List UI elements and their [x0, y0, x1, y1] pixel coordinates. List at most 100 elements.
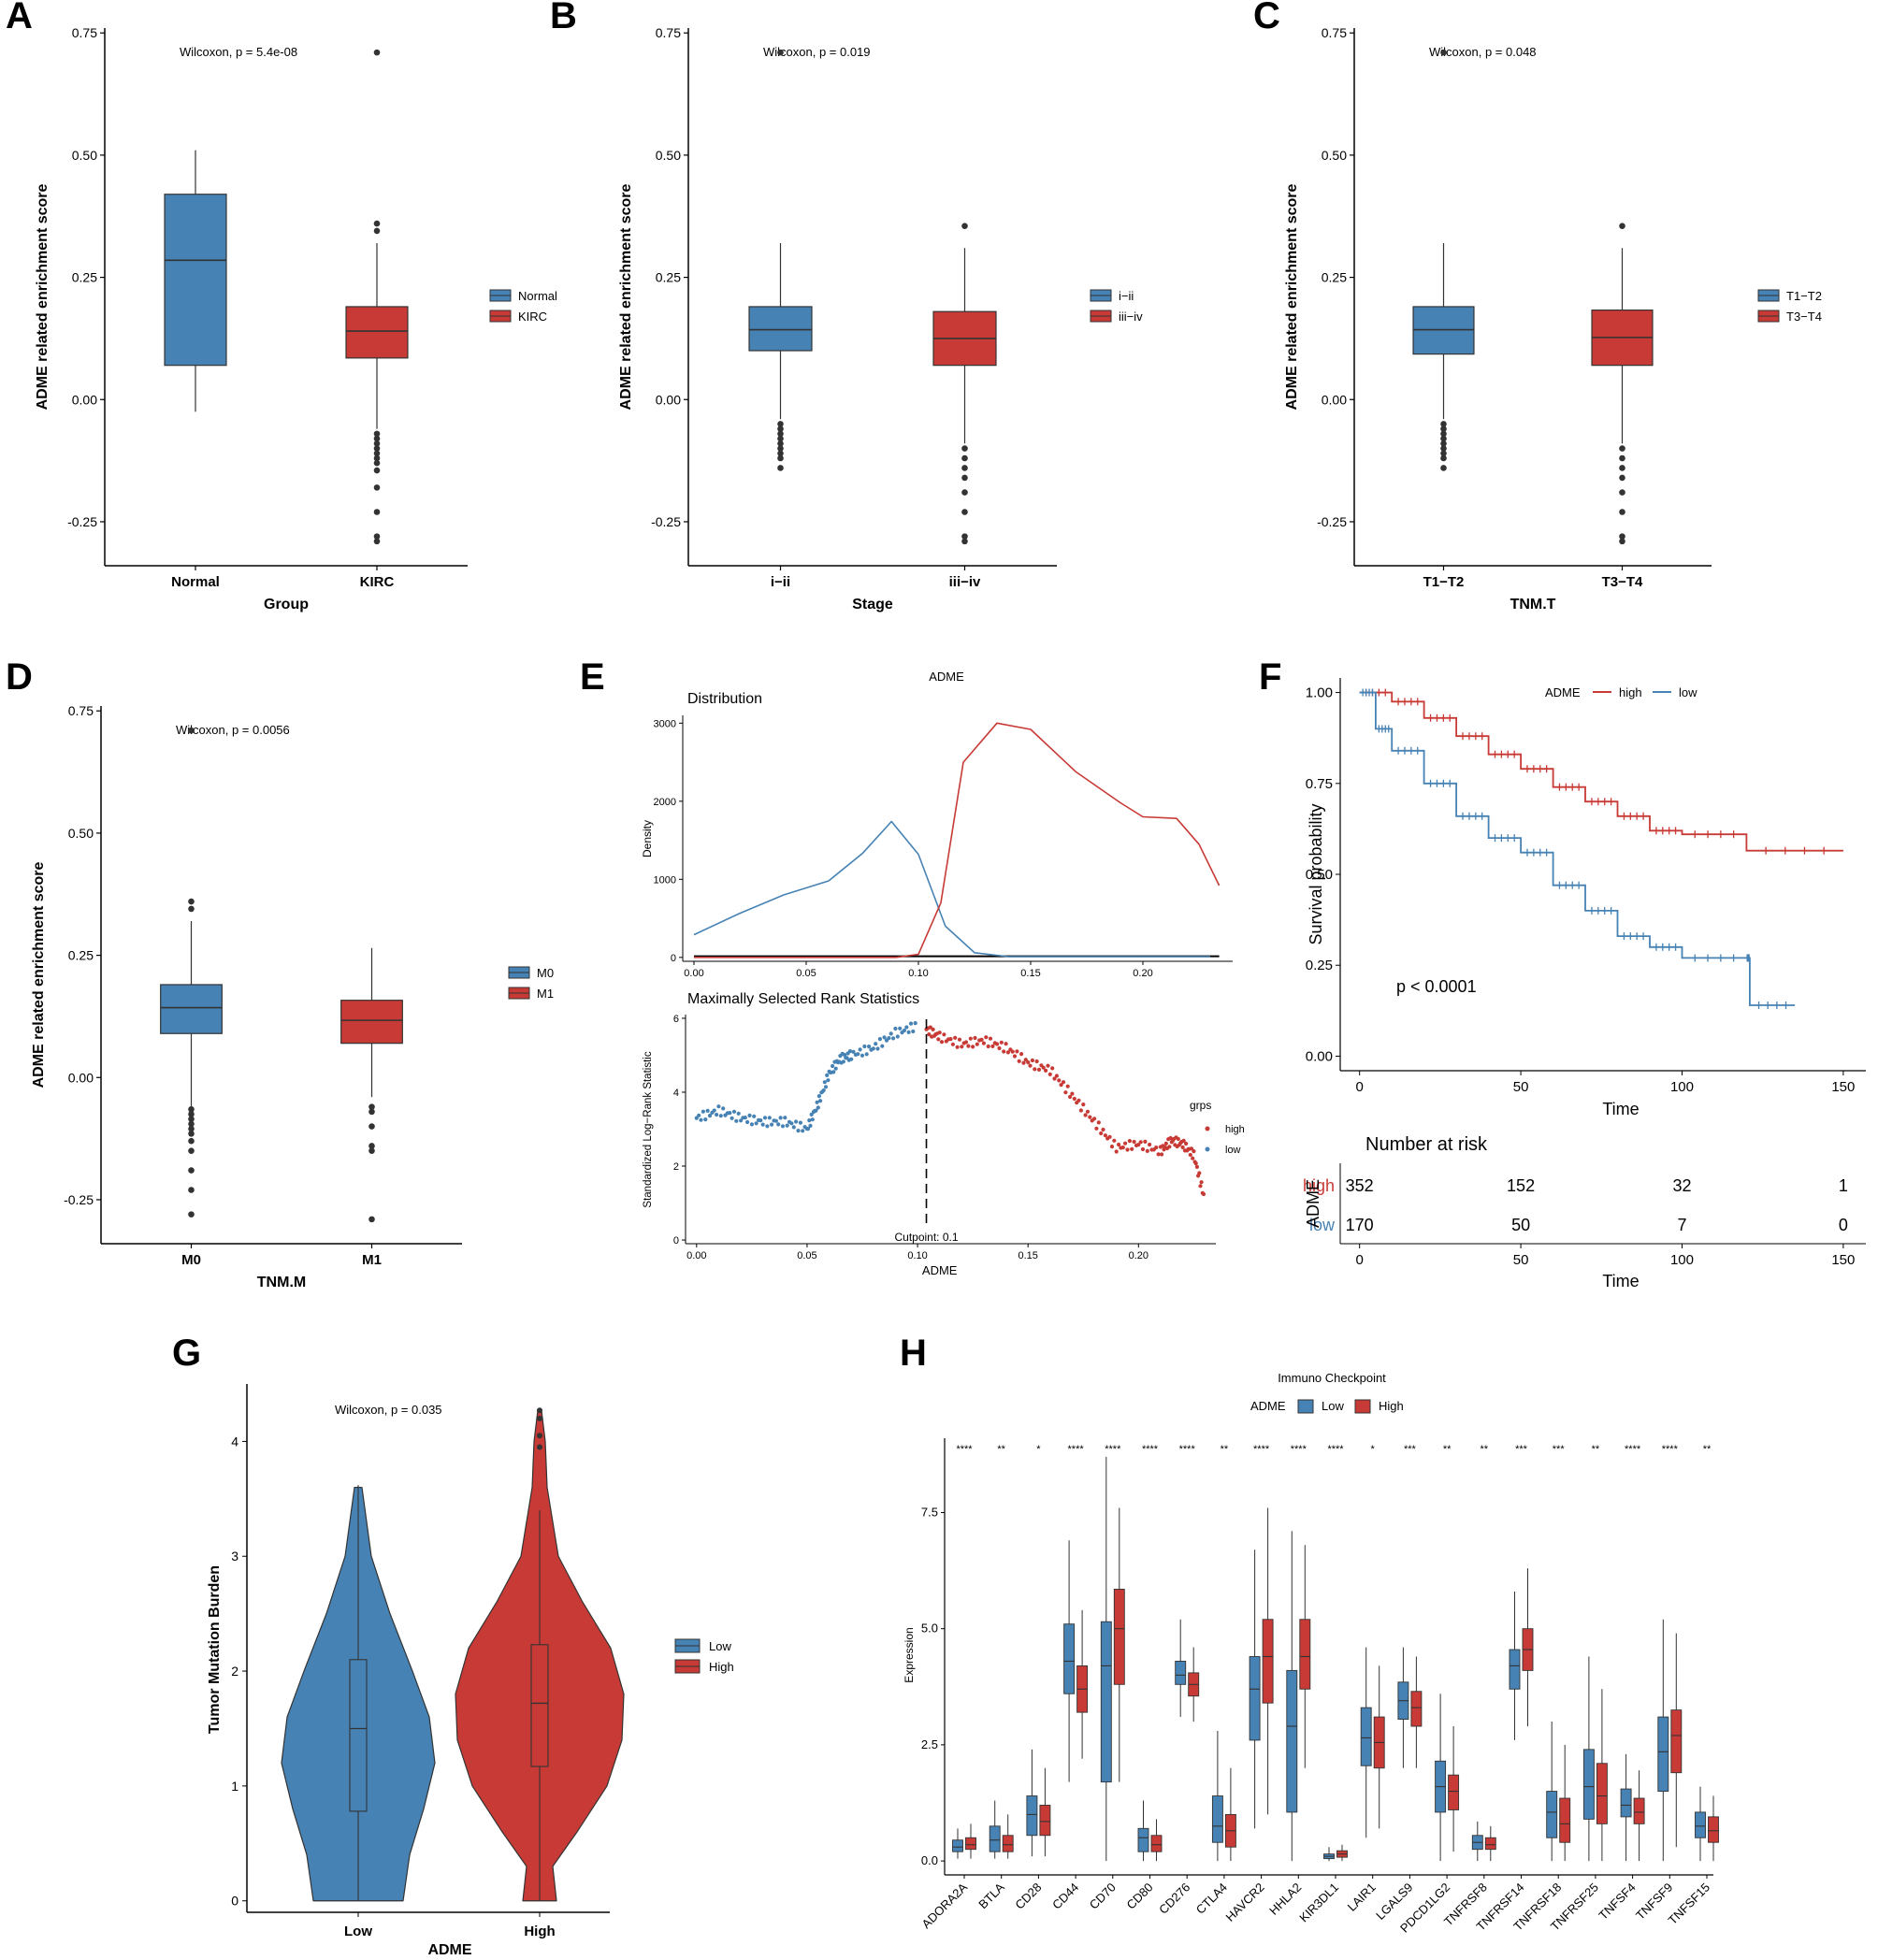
y-tick-label: 2	[673, 1161, 679, 1173]
rank-point-low	[823, 1085, 829, 1089]
rank-point-low	[906, 1030, 911, 1034]
x-tick-label: 0.20	[1133, 968, 1152, 979]
rank-point-low	[718, 1114, 723, 1118]
rank-point-high	[1184, 1141, 1189, 1146]
significance-stars: ****	[1662, 1444, 1679, 1455]
rank-point-low	[864, 1052, 869, 1057]
box-TNFRSF14	[1509, 1649, 1521, 1690]
x-tick-label: M0	[181, 1252, 201, 1268]
rank-point-low	[789, 1121, 794, 1126]
rank-point-low	[841, 1059, 846, 1064]
box-BTLA	[989, 1825, 1001, 1852]
box-CD28	[1039, 1805, 1051, 1837]
rank-point-high	[1017, 1059, 1021, 1063]
rank-point-high	[1026, 1059, 1031, 1065]
outlier-point	[373, 509, 381, 515]
rank-point-high	[1143, 1139, 1148, 1144]
rank-point-high	[1125, 1147, 1130, 1152]
rank-point-low	[739, 1118, 744, 1123]
x-tick-label: High	[524, 1924, 555, 1939]
x-axis-title: Stage	[852, 597, 893, 612]
rank-point-high	[995, 1042, 1000, 1046]
rank-point-low	[849, 1057, 854, 1061]
rank-point-high	[981, 1041, 986, 1045]
panel-label-E: E	[580, 656, 605, 698]
outlier-point	[961, 489, 968, 496]
significance-stars: **	[997, 1444, 1005, 1455]
outlier-point	[961, 454, 968, 462]
rank-point-high	[953, 1035, 958, 1040]
significance-stars: **	[1221, 1444, 1229, 1455]
y-tick-label: -0.25	[651, 514, 681, 529]
x-tick-label: CD276	[1156, 1881, 1192, 1917]
wilcoxon-annotation: Wilcoxon, p = 0.048	[1429, 45, 1537, 59]
rank-point-high	[990, 1044, 995, 1048]
outlier-point	[188, 1111, 195, 1117]
rank-point-low	[887, 1036, 891, 1041]
rank-point-low	[778, 1116, 783, 1120]
legend-label-low: low	[1679, 685, 1697, 699]
outlier-point	[777, 445, 784, 452]
rank-point-low	[911, 1029, 916, 1034]
y-tick-label: 0.00	[68, 1070, 94, 1085]
significance-stars: ***	[1404, 1444, 1417, 1455]
y-tick-label: 0.50	[656, 148, 681, 163]
outlier-point	[961, 223, 968, 230]
box-TNFRSF8	[1484, 1837, 1496, 1851]
outlier-point	[537, 1433, 542, 1439]
rank-point-high	[1012, 1054, 1018, 1059]
rank-point-high	[1072, 1096, 1076, 1102]
box-TNFRSF18	[1546, 1791, 1558, 1838]
x-tick-label: CD44	[1049, 1881, 1081, 1912]
rank-point-high	[1136, 1143, 1141, 1147]
y-axis-title: Tumor Mutation Burden	[207, 1565, 223, 1734]
rank-point-low	[867, 1045, 872, 1049]
rank-point-low	[814, 1108, 818, 1113]
x-tick-label: 0.00	[684, 968, 703, 979]
y-tick-label: 0.25	[1306, 958, 1333, 973]
rank-point-high	[1109, 1145, 1115, 1149]
outlier-point	[1440, 430, 1447, 438]
outlier-point	[373, 440, 381, 447]
outlier-point	[1619, 489, 1625, 496]
rank-point-low	[734, 1118, 739, 1123]
y-axis-title: ADME related enrichment score	[35, 183, 51, 410]
rank-point-low	[831, 1070, 836, 1074]
box-CD276	[1175, 1661, 1187, 1685]
rank-point-high	[1103, 1133, 1107, 1138]
outlier-point	[368, 1147, 375, 1154]
outlier-point	[188, 1147, 195, 1154]
outlier-point	[373, 454, 381, 462]
rank-point-low	[821, 1088, 826, 1093]
rank-point-high	[1101, 1127, 1105, 1132]
rank-point-low	[815, 1100, 819, 1104]
y-tick-label: 0.75	[68, 703, 94, 718]
box-TNFSF4	[1633, 1797, 1645, 1824]
x-tick-label: 0.15	[1020, 968, 1040, 979]
outlier-point	[373, 538, 381, 545]
rank-point-low	[794, 1119, 799, 1124]
risk-row-label-high: high	[1303, 1176, 1335, 1195]
rank-point-high	[1094, 1126, 1099, 1131]
rank-point-high	[1019, 1052, 1024, 1057]
risk-x-tick-label: 50	[1513, 1252, 1529, 1268]
rank-point-high	[1120, 1146, 1125, 1150]
rank-point-low	[856, 1052, 860, 1057]
rank-point-low	[705, 1108, 710, 1113]
panel-label-H: H	[900, 1333, 927, 1374]
rank-point-low	[875, 1046, 880, 1051]
rank-point-high	[1112, 1138, 1117, 1143]
rank-point-high	[1148, 1142, 1152, 1147]
rank-point-high	[1192, 1149, 1196, 1154]
y-tick-label: 6	[673, 1014, 679, 1025]
rank-point-high	[928, 1025, 932, 1030]
outlier-point	[777, 454, 784, 462]
rank-point-low	[694, 1116, 699, 1120]
x-tick-label: M1	[362, 1252, 382, 1268]
x-tick-label: 0.15	[1018, 1250, 1037, 1261]
outlier-point	[1619, 509, 1625, 515]
x-tick-label: 0.00	[686, 1250, 706, 1261]
rank-point-low	[898, 1026, 903, 1030]
outlier-point	[1440, 425, 1447, 432]
x-tick-label: 100	[1670, 1079, 1694, 1095]
